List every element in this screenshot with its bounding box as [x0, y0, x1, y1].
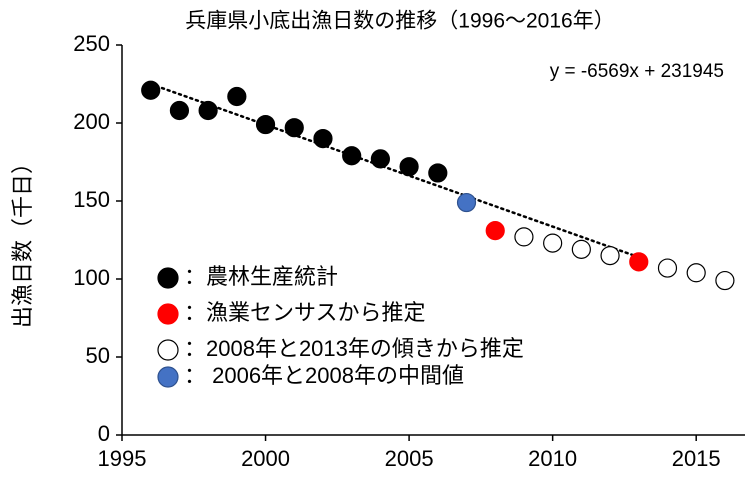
trend-equation: y = -6569x + 231945: [550, 61, 724, 82]
data-point: [284, 118, 304, 138]
y-tick-label: 150: [73, 187, 110, 212]
trendline: [149, 82, 641, 259]
data-point: [543, 233, 563, 253]
data-point: [686, 263, 706, 283]
y-tick-label: 100: [73, 265, 110, 290]
data-point: [456, 192, 477, 213]
data-point: [399, 157, 419, 177]
data-point: [342, 146, 362, 166]
legend-marker: [157, 366, 179, 388]
y-tick-label: 200: [73, 109, 110, 134]
legend-label: ：漁業センサスから推定: [184, 300, 426, 325]
legend-label: ：2008年と2013年の傾きから推定: [184, 336, 524, 361]
legend-marker: [157, 339, 179, 361]
data-point: [657, 258, 678, 278]
x-tick-label: 2005: [385, 446, 434, 471]
y-tick-label: 250: [73, 31, 110, 56]
data-point: [715, 270, 735, 291]
x-tick-label: 2010: [528, 446, 577, 471]
legend-label: ：農林生産統計: [184, 264, 338, 289]
data-point: [428, 163, 448, 183]
x-tick-label: 2000: [241, 446, 290, 471]
data-point: [227, 86, 247, 107]
data-point: [255, 114, 276, 135]
x-tick-label: 1995: [98, 446, 147, 471]
data-point: [514, 227, 534, 247]
data-point: [198, 100, 218, 121]
data-point: [313, 129, 333, 149]
data-point: [600, 246, 620, 266]
y-axis-label: 出漁日数（千日）: [10, 152, 35, 328]
legend-label: ： 2006年と2008年の中間値: [184, 363, 464, 388]
y-tick-label: 50: [86, 343, 110, 368]
y-tick-label: 0: [98, 421, 110, 446]
data-point: [629, 252, 649, 272]
data-point: [485, 221, 505, 241]
data-point: [370, 149, 390, 169]
chart-title: 兵庫県小底出漁日数の推移（1996～2016年）: [185, 10, 614, 33]
data-point: [571, 239, 591, 259]
x-tick-label: 2015: [672, 446, 721, 471]
data-point: [169, 100, 190, 121]
legend-marker: [157, 267, 179, 289]
legend-marker: [157, 303, 179, 325]
data-point: [141, 80, 161, 100]
